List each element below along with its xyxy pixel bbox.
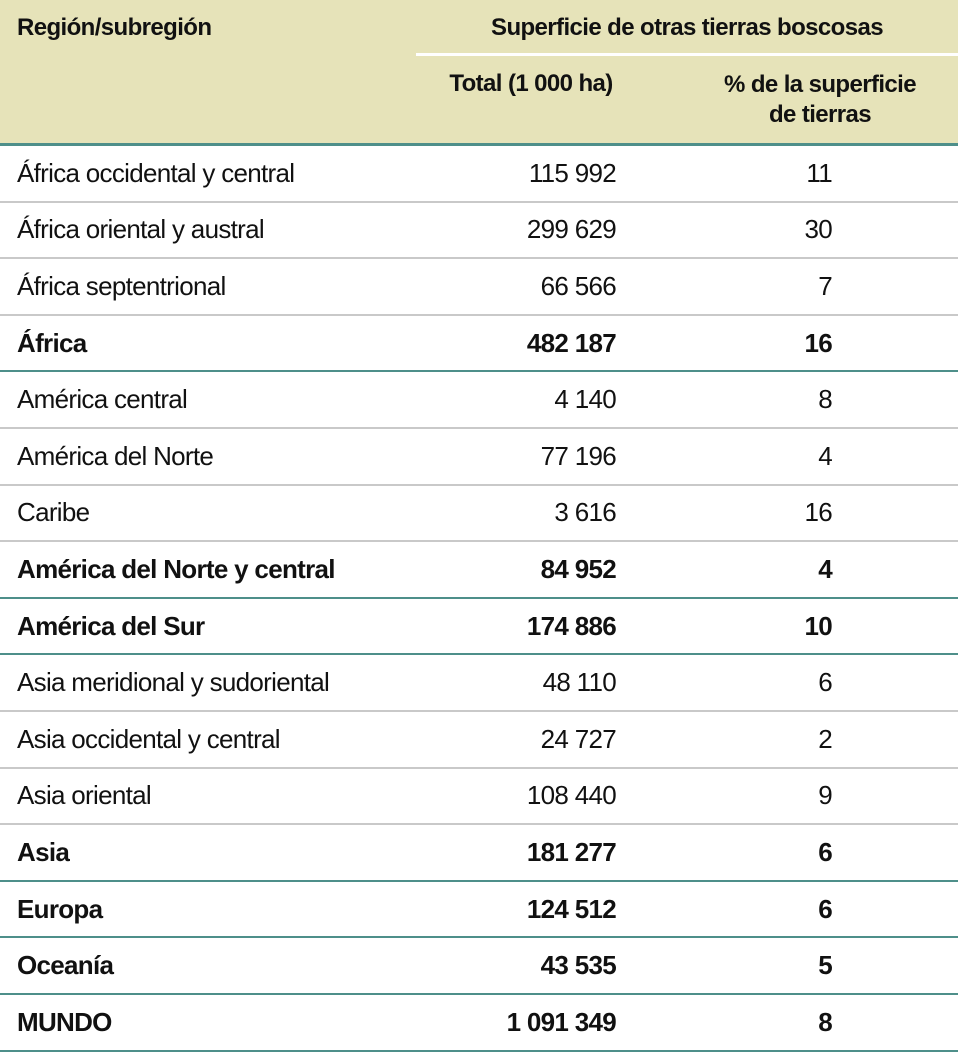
column-header-region: Región/subregión xyxy=(17,14,212,41)
table-row: América central 4 140 8 xyxy=(0,372,958,429)
percent-cell: 11 xyxy=(806,157,832,188)
percent-cell: 8 xyxy=(818,1006,832,1037)
table-row: Asia occidental y central 24 727 2 xyxy=(0,712,958,769)
region-cell: Asia xyxy=(17,836,70,867)
column-header-percent-line1: % de la superficie xyxy=(724,71,917,98)
table-row-total: África 482 187 16 xyxy=(0,316,958,373)
percent-cell: 5 xyxy=(818,950,832,981)
table-row: Asia oriental 108 440 9 xyxy=(0,769,958,826)
region-cell: Europa xyxy=(17,893,103,924)
column-header-total: Total (1 000 ha) xyxy=(449,70,613,97)
percent-cell: 16 xyxy=(804,497,832,528)
table-row: Asia meridional y sudoriental 48 110 6 xyxy=(0,655,958,712)
percent-cell: 6 xyxy=(818,667,832,698)
total-cell: 84 952 xyxy=(540,553,617,584)
percent-cell: 9 xyxy=(818,780,832,811)
percent-cell: 2 xyxy=(818,723,832,754)
region-cell: América del Norte y central xyxy=(17,553,335,584)
table-row: África oriental y austral 299 629 30 xyxy=(0,203,958,260)
table-header: Región/subregión Superficie de otras tie… xyxy=(0,0,958,146)
table-row-total: Asia 181 277 6 xyxy=(0,825,958,882)
region-cell: América del Sur xyxy=(17,610,205,641)
percent-cell: 8 xyxy=(818,384,832,415)
column-header-percent: % de la superficie de tierras xyxy=(692,70,948,130)
total-cell: 43 535 xyxy=(540,950,617,981)
table-row-total: Europa 124 512 6 xyxy=(0,882,958,939)
table-row: América del Norte 77 196 4 xyxy=(0,429,958,486)
total-cell: 108 440 xyxy=(526,780,617,811)
total-cell: 24 727 xyxy=(540,723,617,754)
region-cell: África septentrional xyxy=(17,270,226,301)
region-cell: Caribe xyxy=(17,497,90,528)
region-cell: América del Norte xyxy=(17,440,214,471)
table-row: África septentrional 66 566 7 xyxy=(0,259,958,316)
table-row: África occidental y central 115 992 11 xyxy=(0,146,958,203)
percent-cell: 10 xyxy=(804,610,832,641)
column-header-percent-line2: de tierras xyxy=(768,101,872,128)
total-cell: 299 629 xyxy=(526,214,617,245)
region-cell: Asia occidental y central xyxy=(17,723,281,754)
region-cell: América central xyxy=(17,384,188,415)
region-cell: África occidental y central xyxy=(17,157,295,188)
percent-cell: 16 xyxy=(804,327,832,358)
table-body: África occidental y central 115 992 11 Áfri… xyxy=(0,146,958,1052)
table-row-total: América del Sur 174 886 10 xyxy=(0,599,958,656)
total-cell: 4 140 xyxy=(554,384,616,415)
total-cell: 66 566 xyxy=(540,270,617,301)
region-cell: Asia meridional y sudoriental xyxy=(17,667,330,698)
total-cell: 124 512 xyxy=(526,893,617,924)
total-cell: 174 886 xyxy=(526,610,617,641)
percent-cell: 6 xyxy=(818,836,832,867)
percent-cell: 4 xyxy=(818,553,832,584)
percent-cell: 4 xyxy=(818,440,832,471)
percent-cell: 6 xyxy=(818,893,832,924)
table-row-total: América del Norte y central 84 952 4 xyxy=(0,542,958,599)
region-cell: Oceanía xyxy=(17,950,114,981)
total-cell: 48 110 xyxy=(542,667,617,698)
table-row: Caribe 3 616 16 xyxy=(0,486,958,543)
percent-cell: 7 xyxy=(818,270,832,301)
region-cell: África xyxy=(17,327,87,358)
region-cell: África oriental y austral xyxy=(17,214,265,245)
column-group-header: Superficie de otras tierras boscosas xyxy=(491,14,884,41)
total-cell: 181 277 xyxy=(526,836,617,867)
total-cell: 77 196 xyxy=(540,440,617,471)
total-cell: 482 187 xyxy=(526,327,617,358)
table-row-total: MUNDO 1 091 349 8 xyxy=(0,995,958,1052)
total-cell: 3 616 xyxy=(554,497,616,528)
percent-cell: 30 xyxy=(804,214,832,245)
header-divider xyxy=(416,53,958,56)
region-cell: MUNDO xyxy=(17,1006,112,1037)
region-cell: Asia oriental xyxy=(17,780,152,811)
table-row-total: Oceanía 43 535 5 xyxy=(0,938,958,995)
total-cell: 115 992 xyxy=(528,157,617,188)
total-cell: 1 091 349 xyxy=(506,1006,617,1037)
